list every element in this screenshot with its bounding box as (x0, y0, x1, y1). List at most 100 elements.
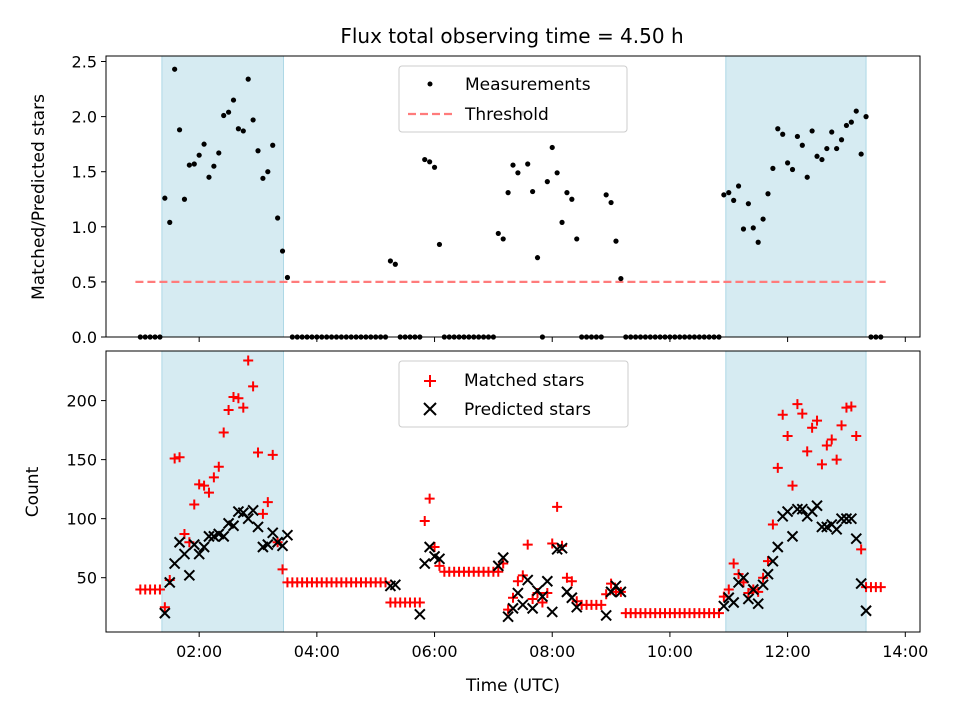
y-tick-label: 200 (66, 392, 97, 411)
predicted-star-point (845, 512, 858, 525)
matched-star-point (238, 402, 249, 413)
matched-star-point (233, 393, 244, 404)
measurement-point (765, 191, 771, 197)
matched-star-point (493, 566, 504, 577)
observing-window-band (725, 55, 867, 338)
predicted-star-point (541, 575, 554, 587)
matched-star-point (419, 516, 430, 527)
matched-star-point (159, 602, 170, 613)
measurement-point (745, 201, 751, 207)
predicted-star-point (767, 555, 779, 567)
y-tick-label: 0.0 (72, 328, 97, 347)
measurement-point (838, 137, 845, 143)
matched-star-point (218, 427, 229, 438)
predicted-star-point (747, 583, 759, 596)
measurement-point (780, 131, 786, 137)
measurement-point (569, 196, 575, 202)
predicted-star-point (718, 600, 730, 612)
ratio-legend: Measurements Threshold (398, 65, 628, 133)
matched-star-point (782, 431, 793, 442)
legend-predicted-marker (423, 402, 437, 416)
predicted-star-point (267, 527, 279, 539)
matched-star-point (228, 392, 239, 403)
matched-star-point (728, 558, 739, 569)
measurement-point (853, 108, 859, 114)
observing-window-band (161, 350, 285, 633)
measurement-point (172, 66, 178, 72)
measurement-point (829, 129, 835, 135)
count-legend: Matched stars Predicted stars (398, 360, 629, 428)
measurement-point (176, 127, 183, 133)
matched-star-point (522, 539, 533, 550)
predicted-star-point (168, 557, 181, 570)
predicted-star-point (517, 599, 529, 611)
ratio-panel: 0.0 0.5 1.0 1.5 2.0 2.5 Matched/Predicted sta… (29, 53, 921, 347)
predicted-star-point (742, 593, 755, 605)
x-tick-label: 08:00 (529, 642, 575, 661)
matched-star-point (851, 431, 862, 442)
predicted-star-point (600, 609, 612, 622)
predicted-star-point (772, 541, 784, 553)
measurement-point (201, 141, 207, 147)
measurement-point (819, 156, 825, 163)
measurement-point (863, 114, 869, 120)
measurement-point (431, 164, 438, 170)
predicted-star-point (781, 505, 794, 518)
predicted-star-point (762, 568, 774, 580)
predicted-star-point (159, 607, 171, 619)
measurement-point (613, 238, 619, 244)
measurement-point (804, 174, 810, 180)
predicted-star-point (566, 592, 578, 604)
matched-star-point (223, 405, 234, 416)
measurement-point (279, 248, 286, 254)
measurement-point (848, 119, 854, 125)
measurement-point (436, 241, 443, 248)
y-tick-label: 150 (66, 451, 97, 470)
matched-star-point (243, 355, 254, 366)
measurement-point (731, 197, 737, 203)
matched-star-point (787, 480, 798, 491)
measurement-point (196, 152, 202, 158)
measurement-point (574, 236, 580, 242)
measurement-point (809, 128, 815, 134)
measurement-point (785, 160, 791, 166)
observing-window-band (161, 55, 285, 338)
observing-window-band (725, 350, 867, 633)
predicted-star-point (281, 529, 294, 541)
measurement-point (794, 133, 801, 140)
measurement-point (181, 196, 188, 202)
measurement-point (392, 261, 398, 267)
matched-star-point (846, 401, 857, 412)
predicted-star-point (419, 557, 431, 570)
matched-star-point (414, 597, 425, 608)
matched-star-point (552, 501, 563, 512)
measurement-point (554, 170, 560, 176)
legend-predicted-label: Predicted stars (464, 400, 591, 420)
predicted-star-point (227, 520, 240, 532)
predicted-star-point (546, 606, 558, 618)
measurement-point (608, 199, 614, 206)
predicted-star-point (835, 512, 848, 525)
predicted-star-point (752, 597, 764, 610)
matched-star-point (174, 452, 185, 463)
predicted-star-point (433, 553, 446, 565)
predicted-star-point (247, 504, 259, 517)
count-legend-box (398, 360, 629, 428)
measurement-point (186, 162, 192, 168)
measurement-point (618, 275, 624, 282)
measurement-point (525, 161, 531, 167)
matched-star-point (856, 544, 867, 555)
legend-threshold-label: Threshold (464, 105, 549, 125)
measurement-point (230, 97, 237, 103)
predicted-star-point (198, 541, 210, 553)
count-panel: 50 100 150 200 02:00 04:00 06:00 08:00 10:00 12:0… (23, 350, 928, 696)
measurement-point (726, 190, 732, 196)
measurement-point (162, 195, 168, 201)
predicted-star-point (840, 512, 853, 525)
chart-title: Flux total observing time = 4.50 h (340, 24, 683, 48)
measurement-point (843, 122, 850, 129)
y-tick-label: 2.5 (72, 53, 97, 72)
measurement-point (427, 159, 433, 165)
matched-star-point (826, 434, 837, 445)
